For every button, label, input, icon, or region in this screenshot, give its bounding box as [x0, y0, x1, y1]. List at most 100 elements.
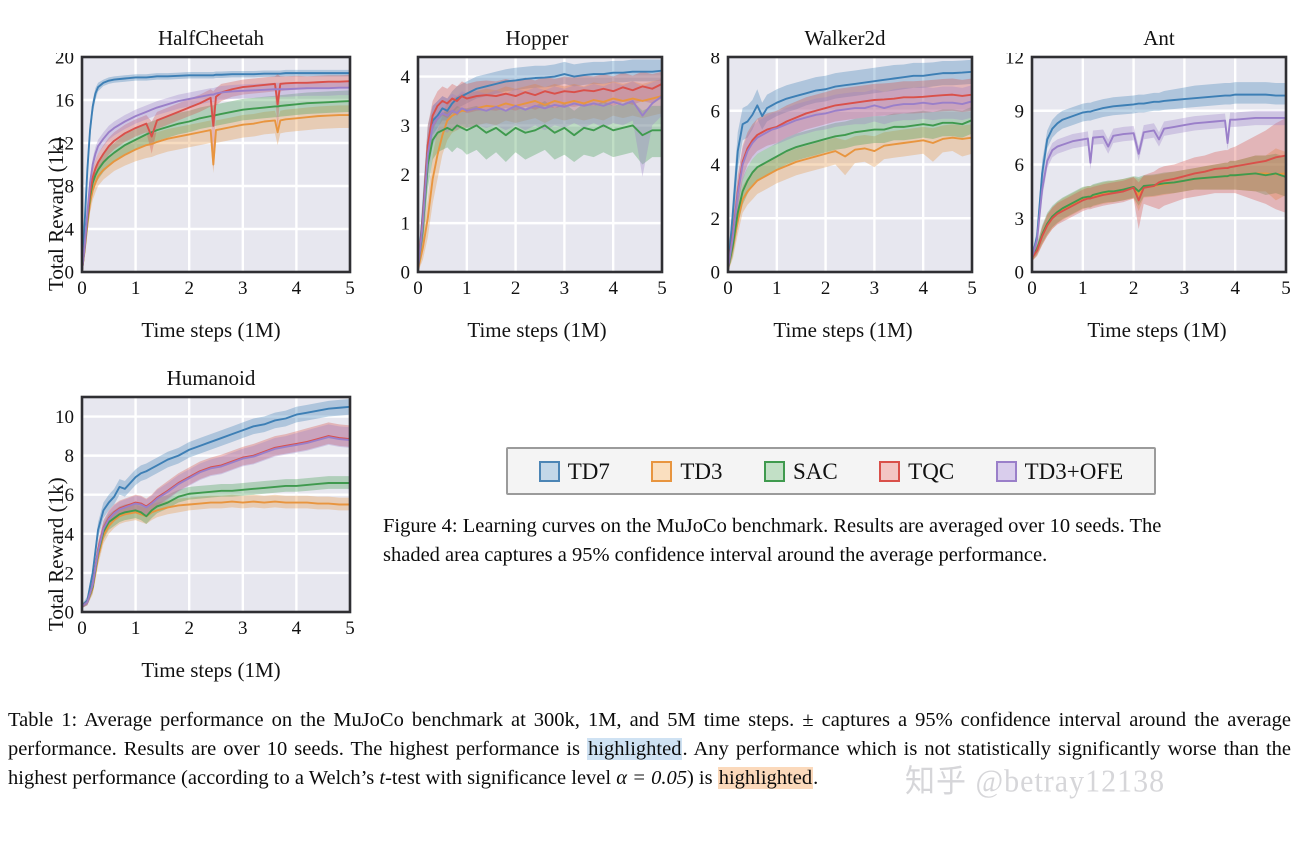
legend-item-tqc[interactable]: TQC: [879, 460, 954, 483]
plus-minus-symbol: ±: [802, 709, 814, 731]
svg-text:5: 5: [345, 618, 355, 639]
chart-hopper: 0 1 2 3 4 0 1 2 3 4 5: [401, 55, 667, 299]
figure-caption-line2: over 10 seeds. The shaded area captures …: [383, 515, 1162, 566]
legend-label: SAC: [792, 458, 838, 484]
svg-text:5: 5: [967, 278, 977, 299]
svg-text:4: 4: [292, 278, 302, 299]
x-axis-label-ant: Time steps (1M): [1087, 318, 1227, 342]
x-axis-label-halfcheetah: Time steps (1M): [141, 318, 281, 342]
table-caption-part2: captures a 95% confidence interval aroun…: [8, 709, 1291, 760]
svg-text:5: 5: [1281, 278, 1291, 299]
legend-item-td3-ofe[interactable]: TD3+OFE: [995, 458, 1124, 484]
svg-text:4: 4: [711, 155, 721, 176]
svg-text:20: 20: [55, 53, 74, 69]
svg-text:6: 6: [1015, 155, 1025, 176]
legend-swatch-icon: [538, 460, 560, 482]
svg-text:8: 8: [711, 53, 721, 69]
table-caption-part3: . Any performance which is not statistic…: [8, 738, 1291, 789]
svg-text:0: 0: [77, 278, 87, 299]
svg-text:3: 3: [1180, 278, 1190, 299]
table-caption-part5: ) is: [686, 767, 718, 789]
svg-text:8: 8: [65, 446, 75, 467]
legend-item-td3[interactable]: TD3: [651, 458, 723, 484]
svg-text:2: 2: [65, 563, 75, 584]
svg-text:2: 2: [184, 618, 194, 639]
svg-text:0: 0: [65, 603, 75, 624]
panel-title-hopper: Hopper: [505, 26, 569, 50]
svg-text:2: 2: [184, 278, 194, 299]
svg-text:2: 2: [711, 209, 721, 230]
legend-label: TD3: [680, 458, 723, 484]
svg-text:1: 1: [131, 618, 141, 639]
svg-text:12: 12: [1005, 53, 1024, 69]
legend-label: TD3+OFE: [1024, 458, 1124, 484]
highlight-orange: highlighted: [717, 767, 814, 789]
svg-text:3: 3: [870, 278, 880, 299]
svg-text:0: 0: [1015, 263, 1025, 284]
table-caption-part6: .: [813, 767, 819, 789]
chart-legend: TD7 TD3 SAC TQC TD3+OFE: [506, 447, 1156, 495]
svg-text:4: 4: [65, 220, 75, 241]
svg-text:16: 16: [55, 91, 74, 112]
table-caption-part4: -test with significance level: [385, 767, 617, 789]
legend-swatch-icon: [995, 460, 1017, 482]
legend-label: TQC: [908, 458, 955, 484]
x-axis-label-humanoid: Time steps (1M): [141, 658, 281, 682]
figure-caption-line1: Figure 4: Learning curves on the MuJoCo …: [383, 515, 1003, 537]
svg-text:0: 0: [723, 278, 733, 299]
svg-text:4: 4: [918, 278, 928, 299]
svg-text:0: 0: [401, 263, 411, 284]
svg-text:4: 4: [401, 67, 411, 88]
svg-text:0: 0: [77, 618, 87, 639]
svg-text:3: 3: [238, 278, 248, 299]
svg-text:6: 6: [711, 101, 721, 122]
legend-swatch-icon: [879, 460, 901, 482]
svg-text:9: 9: [1015, 101, 1025, 122]
svg-text:0: 0: [711, 263, 721, 284]
x-axis-label-walker2d: Time steps (1M): [773, 318, 913, 342]
figure-caption-line3: average performance.: [869, 543, 1048, 566]
svg-text:4: 4: [1230, 278, 1240, 299]
svg-text:1: 1: [462, 278, 472, 299]
svg-text:6: 6: [65, 485, 75, 506]
svg-text:3: 3: [401, 116, 411, 137]
svg-text:8: 8: [65, 177, 75, 198]
table-caption-part1: Table 1: Average performance on the MuJo…: [8, 709, 803, 731]
panel-title-ant: Ant: [1143, 26, 1175, 50]
svg-text:3: 3: [238, 618, 248, 639]
t-test-italic: t: [379, 767, 386, 789]
svg-text:2: 2: [511, 278, 520, 299]
svg-text:2: 2: [401, 165, 411, 186]
panel-hopper: Hopper 0 1 2 3 4 0 1 2 3 4 5 Time steps (1M): [378, 26, 668, 346]
legend-item-td7[interactable]: TD7: [538, 458, 610, 484]
chart-humanoid: 0 2 4 6 8 10 0 1 2 3 4 5: [55, 395, 355, 639]
panel-title-humanoid: Humanoid: [166, 366, 256, 390]
svg-text:1: 1: [401, 214, 411, 235]
legend-item-sac[interactable]: SAC: [763, 458, 838, 484]
x-axis-label-hopper: Time steps (1M): [467, 318, 607, 342]
panel-title-halfcheetah: HalfCheetah: [157, 26, 265, 50]
svg-text:4: 4: [292, 618, 302, 639]
svg-text:0: 0: [65, 263, 75, 284]
svg-text:1: 1: [131, 278, 141, 299]
svg-text:4: 4: [608, 278, 618, 299]
panel-humanoid: Humanoid Total Reward (1k) 0 2 4 6 8 10 0 1 2 3 4 5…: [26, 366, 356, 686]
svg-text:2: 2: [1129, 278, 1139, 299]
svg-text:1: 1: [772, 278, 782, 299]
figure-caption: Figure 4: Learning curves on the MuJoCo …: [383, 512, 1173, 569]
legend-swatch-icon: [763, 460, 785, 482]
svg-text:5: 5: [345, 278, 355, 299]
legend-label: TD7: [567, 458, 610, 484]
table-caption: Table 1: Average performance on the MuJo…: [8, 706, 1291, 793]
svg-text:2: 2: [821, 278, 831, 299]
panel-title-walker2d: Walker2d: [804, 26, 886, 50]
svg-text:5: 5: [657, 278, 667, 299]
svg-text:10: 10: [55, 407, 74, 428]
svg-text:3: 3: [1015, 209, 1025, 230]
legend-swatch-icon: [651, 460, 673, 482]
svg-text:12: 12: [55, 134, 74, 155]
panel-walker2d: Walker2d 0 2 4 6 8 0 1 2 3 4 5 Time steps (1M): [688, 26, 978, 346]
